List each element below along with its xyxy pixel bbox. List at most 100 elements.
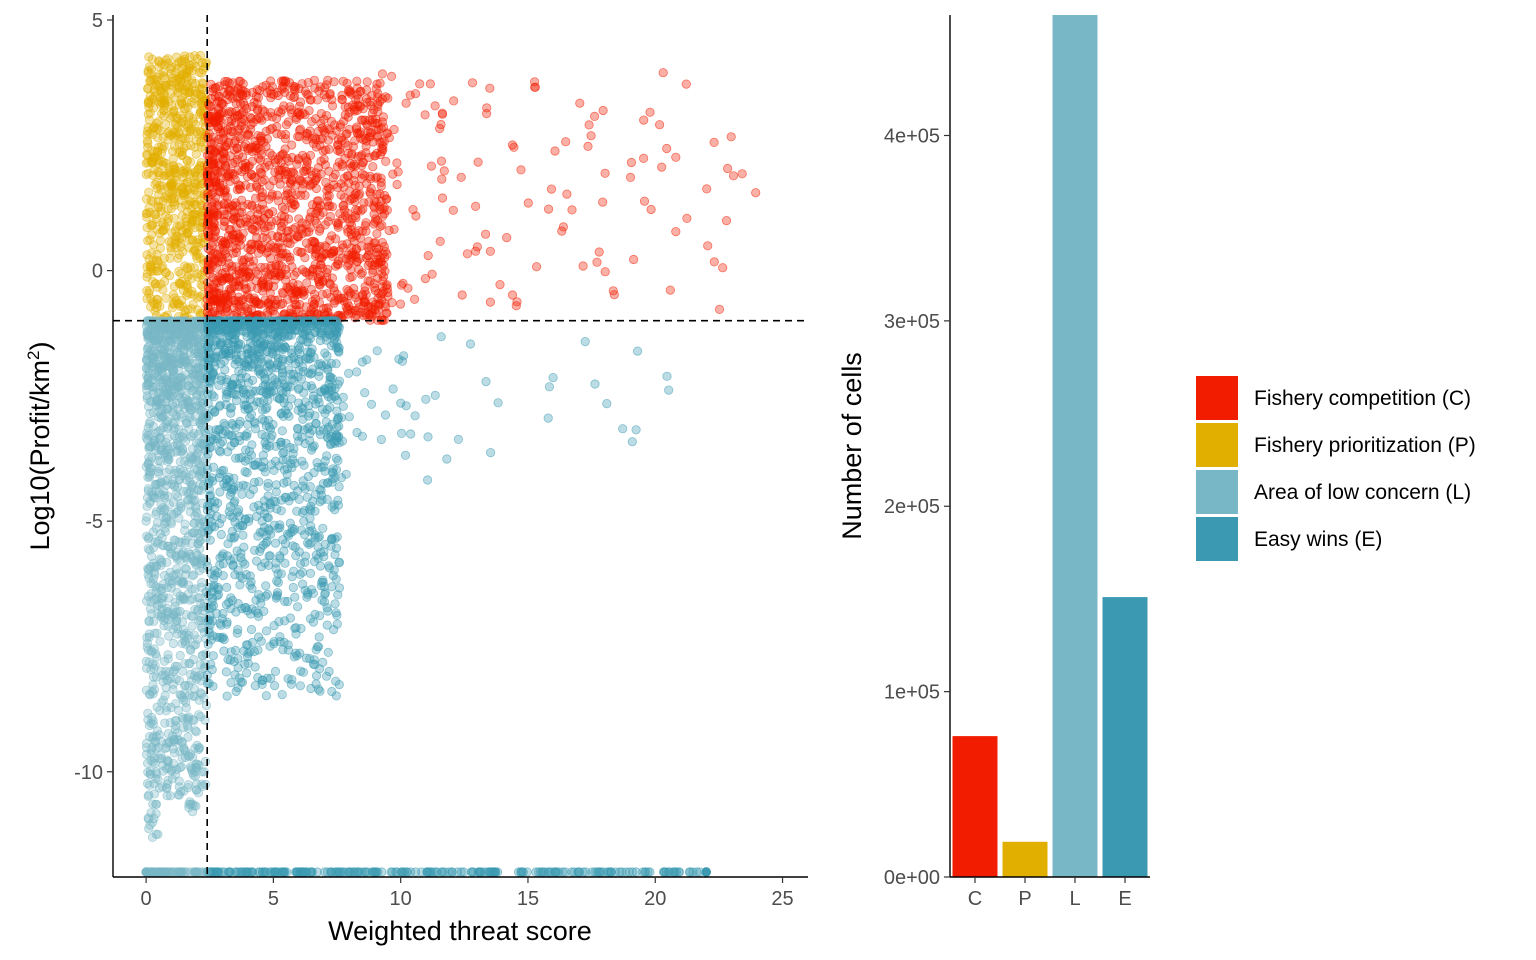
scatter-point-C: [377, 117, 388, 127]
scatter-point-P: [172, 171, 182, 181]
scatter-point-L: [143, 534, 153, 544]
scatter-point-L: [182, 495, 193, 505]
scatter-point-E: [301, 381, 311, 391]
scatter-point-L: [150, 441, 161, 451]
scatter-point-E: [300, 557, 310, 567]
scatter-point-L: [173, 381, 184, 391]
scatter-point-E: [240, 659, 250, 669]
scatter-point-L: [175, 457, 185, 467]
scatter-point-C: [628, 254, 639, 265]
scatter-point-E: [323, 647, 333, 658]
scatter-point-E: [289, 375, 299, 385]
scatter-point-L: [166, 509, 177, 519]
scatter-point-L: [145, 545, 155, 555]
scatter-point-C: [223, 239, 233, 249]
scatter-point-E: [257, 679, 267, 690]
scatter-point-E: [279, 394, 289, 404]
scatter-point-E: [232, 628, 242, 638]
scatter-point-C: [550, 146, 560, 156]
scatter-point-L: [197, 577, 207, 588]
scatter-point-L: [159, 591, 169, 602]
scatter-point-P: [185, 262, 196, 272]
scatter-point-P: [159, 67, 169, 77]
scatter-point-C: [247, 224, 257, 234]
scatter-point-E: [261, 691, 271, 701]
scatter-point-E: [400, 450, 411, 460]
scatter-point-C: [485, 246, 495, 256]
scatter-point-L: [194, 364, 204, 374]
scatter-point-L: [180, 519, 190, 529]
scatter-point-C: [314, 279, 325, 289]
scatter-point-E: [224, 351, 234, 361]
scatter-point-E: [308, 391, 319, 401]
scatter-point-C: [718, 263, 728, 273]
scatter-point-E: [287, 322, 297, 332]
scatter-point-P: [175, 147, 185, 157]
scatter-point-E: [275, 334, 285, 344]
scatter-point-C: [247, 147, 258, 157]
scatter-point-C: [311, 174, 321, 184]
scatter-point-P: [166, 178, 176, 188]
scatter-point-L: [184, 712, 194, 722]
scatter-point-E: [298, 667, 308, 677]
scatter-point-C: [502, 233, 512, 243]
scatter-point-P: [192, 238, 202, 248]
scatter-point-C: [228, 295, 238, 306]
scatter-point-E: [236, 320, 246, 330]
scatter-point-C: [273, 231, 283, 241]
scatter-point-C: [301, 227, 311, 237]
scatter-point-P: [163, 204, 173, 214]
scatter-point-C: [295, 97, 306, 107]
scatter-point-E: [279, 478, 289, 488]
scatter-point-E: [275, 551, 285, 561]
scatter-point-P: [178, 301, 188, 312]
scatter-point-E: [321, 671, 332, 681]
scatter-point-E: [305, 513, 315, 523]
scatter-point-P: [161, 55, 171, 65]
scatter-point-C: [297, 176, 307, 186]
scatter-point-E: [245, 580, 255, 590]
scatter-point-C: [751, 188, 761, 198]
scatter-point-C: [219, 187, 229, 197]
scatter-point-C: [598, 105, 608, 116]
scatter-point-C: [305, 212, 315, 222]
scatter-point-L: [166, 386, 176, 396]
scatter-point-P: [182, 228, 192, 238]
scatter-point-L: [144, 790, 154, 800]
scatter-point-C: [305, 181, 315, 191]
scatter-point-E: [332, 619, 342, 629]
scatter-point-L: [163, 454, 173, 464]
scatter-point-C: [380, 92, 391, 102]
scatter-point-C: [382, 308, 392, 318]
scatter-point-L: [193, 672, 203, 682]
scatter-point-P: [153, 256, 163, 266]
scatter-point-L: [191, 548, 201, 558]
scatter-point-E: [222, 481, 233, 491]
scatter-point-P: [143, 168, 153, 178]
scatter-point-C: [289, 199, 299, 210]
scatter-point-L: [153, 774, 163, 785]
scatter-point-E: [220, 365, 230, 375]
scatter-point-E: [260, 404, 271, 414]
scatter-point-E: [396, 398, 406, 408]
scatter-point-C: [567, 205, 577, 215]
scatter-point-C: [356, 152, 366, 162]
scatter-point-E: [305, 654, 315, 664]
scatter-point-E: [238, 521, 248, 531]
scatter-point-C: [325, 90, 335, 100]
scatter-point-E: [276, 437, 286, 447]
scatter-point-E: [273, 379, 283, 389]
scatter-point-P: [184, 184, 194, 194]
scatter-point-L: [187, 594, 198, 604]
scatter-point-E: [287, 572, 297, 582]
scatter-point-C: [285, 255, 295, 265]
scatter-point-E: [323, 325, 333, 336]
scatter-point-E: [257, 414, 267, 424]
scatter-point-E: [293, 423, 303, 433]
scatter-point-E: [318, 478, 328, 489]
scatter-point-L: [185, 799, 196, 809]
scatter-point-E: [206, 442, 216, 452]
scatter-point-C: [671, 152, 681, 162]
scatter-point-C: [340, 110, 350, 120]
scatter-point-E: [323, 424, 333, 434]
